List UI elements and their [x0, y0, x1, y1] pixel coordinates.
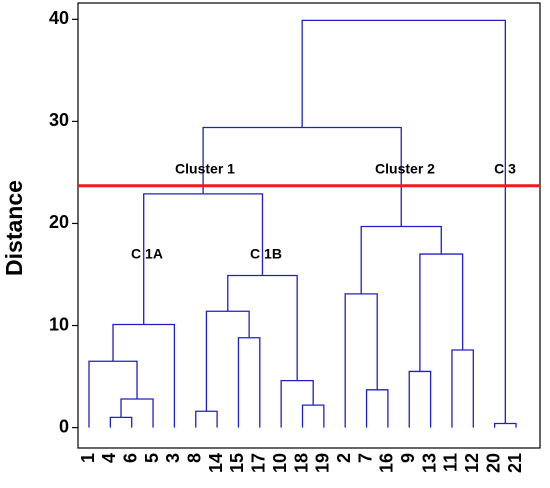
link [195, 410, 218, 428]
leaf-label: 15 [227, 453, 247, 473]
leaf-label: 21 [505, 453, 525, 473]
y-tick-label: 40 [49, 8, 69, 28]
link [301, 19, 506, 424]
link [301, 404, 325, 428]
link [112, 323, 176, 428]
link [451, 349, 474, 428]
leaf-label: 20 [483, 453, 503, 473]
y-tick-label: 10 [49, 314, 69, 334]
y-axis-label: Distance [1, 180, 27, 276]
y-tick-label: 0 [59, 416, 69, 436]
annotation: C 1B [250, 246, 282, 262]
leaf-label: 14 [206, 453, 226, 473]
link [419, 253, 464, 372]
leaf-label: 12 [462, 453, 482, 473]
link [360, 225, 442, 294]
annotation: C 1A [131, 246, 163, 262]
annotation: C 3 [494, 161, 516, 177]
link [237, 337, 261, 428]
leaf-label: 1 [78, 453, 98, 463]
y-tick-label: 20 [49, 212, 69, 232]
link [109, 416, 133, 428]
link [408, 370, 432, 428]
leaf-label: 4 [99, 453, 119, 463]
leaf-label: 16 [377, 453, 397, 473]
leaf-label: 2 [334, 453, 354, 463]
link [365, 389, 389, 428]
plot-frame [77, 2, 541, 449]
leaf-label: 5 [142, 453, 162, 463]
annotation: Cluster 2 [375, 161, 435, 177]
leaf-label: 17 [249, 453, 269, 473]
annotation: Cluster 1 [175, 161, 235, 177]
link [280, 379, 314, 428]
leaf-label: 3 [163, 453, 183, 463]
link [344, 293, 378, 428]
leaf-label: 6 [120, 453, 140, 463]
leaf-label: 7 [355, 453, 375, 463]
link [205, 310, 250, 412]
leaf-label: 9 [398, 453, 418, 463]
leaf-label: 8 [185, 453, 205, 463]
leaf-label: 19 [313, 453, 333, 473]
link [202, 126, 402, 227]
leaf-label: 18 [291, 453, 311, 473]
leaf-label: 10 [270, 453, 290, 473]
y-tick-label: 30 [49, 110, 69, 130]
link [494, 422, 517, 428]
leaf-label: 11 [441, 453, 461, 472]
link [120, 398, 154, 428]
leaf-label: 13 [419, 453, 439, 473]
